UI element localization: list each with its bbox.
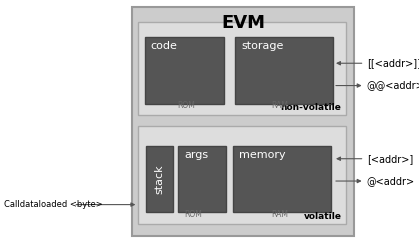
Text: args: args: [184, 150, 209, 160]
Text: EVM: EVM: [221, 14, 265, 32]
Text: RAM: RAM: [272, 211, 288, 219]
Text: stack: stack: [155, 164, 164, 194]
Text: ROM: ROM: [185, 211, 202, 219]
Text: @@<addr>: @@<addr>: [367, 81, 419, 91]
Text: code: code: [151, 41, 178, 51]
Bar: [132, 7, 354, 236]
Bar: [138, 22, 346, 115]
Text: storage: storage: [241, 41, 283, 51]
Bar: [233, 146, 331, 212]
Bar: [138, 126, 346, 224]
Text: RAM: RAM: [272, 101, 288, 110]
Text: non-volatile: non-volatile: [281, 103, 341, 112]
Bar: [235, 37, 333, 104]
Text: @<addr>: @<addr>: [367, 176, 415, 186]
Text: Calldataloaded <byte>: Calldataloaded <byte>: [4, 200, 103, 209]
Text: memory: memory: [239, 150, 285, 160]
Bar: [146, 146, 173, 212]
Text: [<addr>]: [<addr>]: [367, 154, 413, 164]
Bar: [145, 37, 224, 104]
Bar: [178, 146, 226, 212]
Text: [[<addr>]]: [[<addr>]]: [367, 58, 419, 68]
Text: ROM: ROM: [178, 101, 195, 110]
Text: volatile: volatile: [303, 212, 341, 221]
